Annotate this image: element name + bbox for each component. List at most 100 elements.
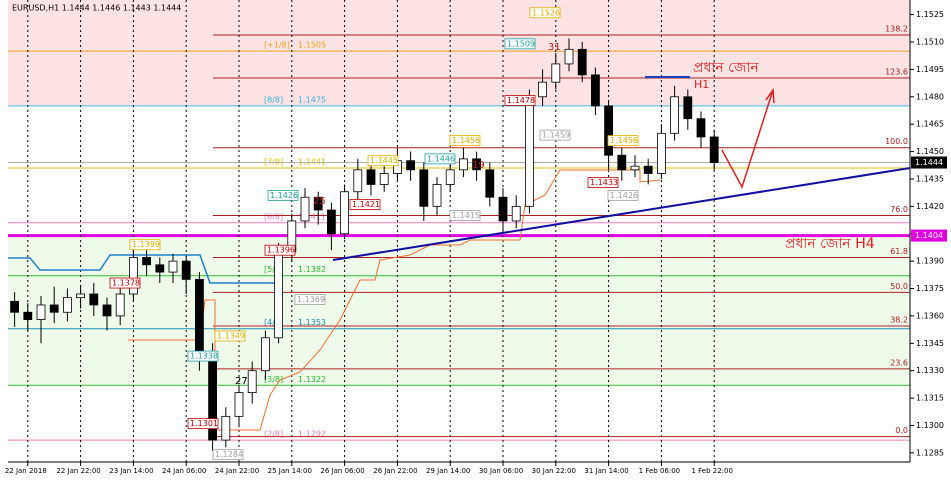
candle-body [406,160,416,171]
price-tag-box [129,239,161,251]
candle-body [340,191,350,235]
x-tick-label: 29 Jan 14:00 [426,467,470,475]
price-tag-box [539,129,571,141]
zone-h4-label: প্রধান জোন H4 [785,236,875,252]
x-tick-label: 26 Jan 22:00 [373,467,417,475]
swing-count: 27 [235,376,248,387]
candle-body [709,136,719,163]
candle-body [498,196,508,222]
price-tag-box [267,189,299,201]
zone-price-label: 1.1404 [915,231,943,240]
price-tag-label: 1.1433 [590,178,618,187]
candle-body [577,48,587,76]
arrow-head [765,87,775,104]
candle-body [643,165,653,174]
candle-body [670,96,679,134]
fib-label: 0.0 [895,426,908,435]
candle-body [696,118,706,138]
price-tag-box [264,244,296,256]
fib-label: 138.2 [885,25,908,34]
murrey-label: [4/8] [264,318,283,327]
price-tag-label: 1.1396 [267,246,295,255]
candle-body [472,158,482,171]
y-tick-label: 1.1375 [916,284,944,293]
candle-body [155,264,165,273]
candle-body [458,158,468,171]
price-tag-box [294,294,326,305]
price-tag-box [109,277,141,289]
candle-body [181,260,191,280]
price-tag-label: 1.1369 [297,295,325,304]
x-tick-label: 22 Jan 2018 [5,467,47,475]
murrey-price: 1.1322 [298,375,326,384]
candle-body [142,257,152,266]
fib-label: 100.0 [885,137,908,146]
chart-title: EURUSD,H1 1.1444 1.1446 1.1443 1.1444 [12,4,181,13]
candle-body [353,169,363,193]
price-tag-label: 1.1526 [532,8,560,17]
candle-body [326,209,336,235]
price-tag-label: 1.1349 [217,332,245,341]
candle-body [538,81,547,98]
price-tag-box [187,418,219,430]
murrey-label: [2/8] [264,430,283,439]
price-tag-box [424,153,456,165]
price-tag-box [187,350,219,362]
y-tick-label: 1.1450 [916,147,944,156]
candle-body [49,304,59,313]
price-tag-label: 1.1459 [542,131,570,140]
murrey-price: 1.1353 [298,318,326,327]
zone-price-box [911,229,947,242]
murrey-label: [+1/8] [264,41,290,50]
price-tag-box [504,38,536,50]
price-tag-box [349,199,381,210]
x-tick-label: 1 Feb 22:00 [691,467,732,475]
price-tag-box [367,155,399,167]
candle-body [445,169,455,185]
price-tag-label: 1.1338 [190,352,218,361]
candle-body [419,169,429,207]
projection-arrow [721,89,774,189]
price-tag-label: 1.1446 [427,154,455,163]
candle-body [89,293,99,306]
y-tick-label: 1.1525 [916,10,944,19]
y-tick-label: 1.1345 [916,339,944,348]
candle-body [102,304,112,317]
price-tag-label: 1.1421 [352,200,380,209]
y-tick-label: 1.1435 [916,174,944,183]
murrey-label: [5/8] [264,265,283,274]
candle-body [23,311,33,320]
trend-line [332,167,911,261]
candle-body [630,165,640,171]
price-tag-label: 1.1456 [452,136,480,145]
x-tick-label: 30 Jan 22:00 [532,467,576,475]
candle-body [525,96,534,207]
upper-zone-band [8,0,910,105]
y-tick-label: 1.1360 [916,311,944,320]
x-tick-label: 23 Jan 14:00 [109,467,153,475]
x-tick-label: 30 Jan 06:00 [479,467,523,475]
murrey-label: [7/8] [264,158,283,167]
candle-body [247,370,257,394]
price-tag-box [449,135,481,147]
zone-h1-label: প্রধান জোন [693,60,759,76]
candle-body [379,173,389,185]
x-tick-label: 24 Jan 22:00 [215,467,259,475]
candle-body [313,196,323,211]
h1-label: H1 [694,78,709,91]
candle-body [485,169,495,198]
candle-body [657,132,666,174]
candle-body [260,337,270,372]
x-tick-label: 1 Feb 06:00 [639,467,680,475]
murrey-price: 1.1411 [298,212,326,221]
candle-body [683,96,693,120]
price-tag-label: 1.1445 [370,156,398,165]
murrey-price: 1.1475 [298,95,326,104]
fib-label: 50.0 [890,282,908,291]
price-tags: 1.1526 1.1509 1.1478 1.1459 1.1456 1.1456 1.14… [109,7,639,461]
y-tick-label: 1.1285 [916,448,944,457]
murrey-label: [8/8] [264,95,283,104]
candle-body [115,293,125,317]
price-tag-label: 1.1478 [507,96,535,105]
